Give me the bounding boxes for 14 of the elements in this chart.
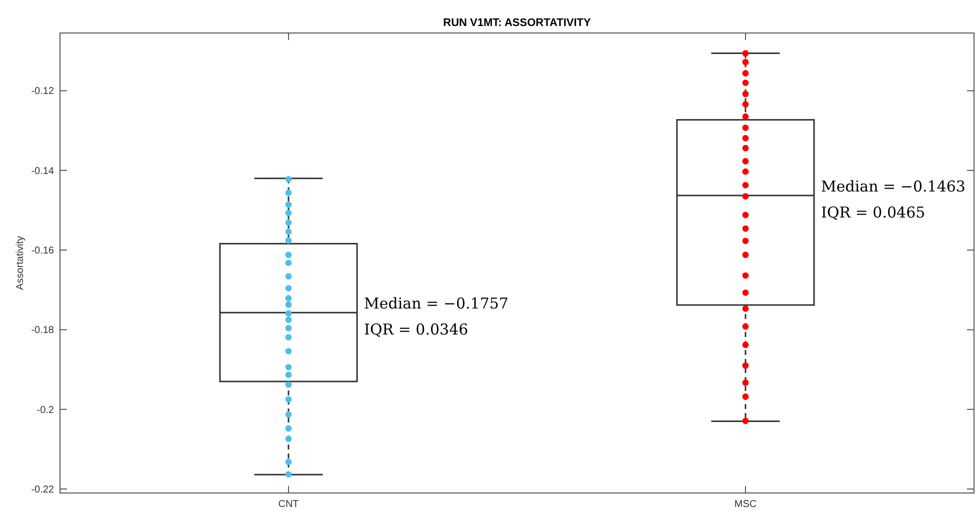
- annotation: Median = −0.1463: [821, 177, 966, 196]
- y-tick-label: -0.14: [31, 166, 54, 177]
- chart-title: RUN V1MT: ASSORTATIVITY: [443, 17, 592, 29]
- y-tick-label: -0.16: [31, 246, 54, 257]
- x-tick-label: MSC: [734, 499, 757, 510]
- y-tick-label: -0.12: [31, 86, 54, 98]
- y-tick-label: -0.22: [31, 484, 54, 496]
- annotation: Median = −0.1757: [364, 294, 508, 313]
- y-axis-title: Assortativity: [15, 236, 26, 290]
- x-tick-label: CNT: [278, 499, 299, 510]
- y-tick-label: -0.2: [36, 404, 54, 416]
- y-tick-label: -0.18: [31, 325, 54, 336]
- annotation: IQR = 0.0465: [821, 203, 926, 222]
- annotation: IQR = 0.0346: [364, 320, 468, 339]
